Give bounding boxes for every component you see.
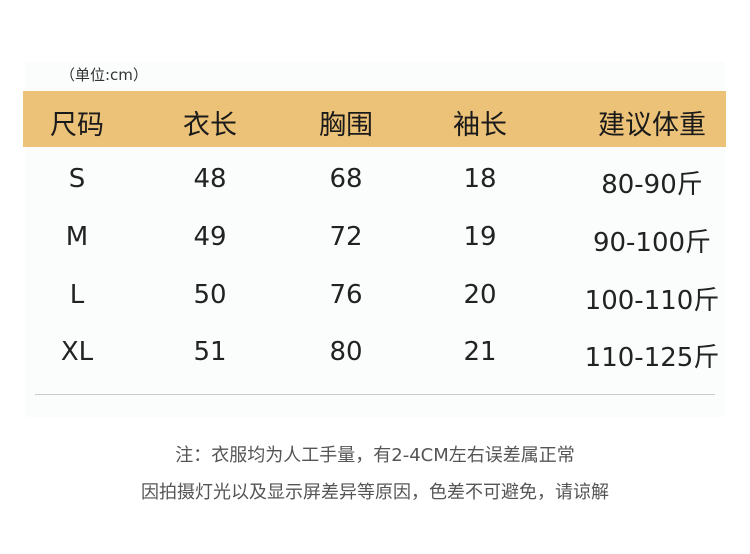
cell-length: 50 (193, 280, 227, 310)
divider (35, 394, 715, 395)
cell-length: 51 (193, 337, 227, 367)
cell-weight: 110-125斤 (584, 343, 720, 373)
note-color-difference: 因拍摄灯光以及显示屏差异等原因，色差不可避免，请谅解 (141, 482, 609, 503)
cell-sleeve: 21 (463, 337, 497, 367)
cell-size: XL (60, 337, 94, 367)
header-size: 尺码 (50, 110, 104, 141)
cell-length: 49 (193, 222, 227, 252)
cell-size: S (68, 164, 86, 194)
header-weight: 建议体重 (598, 110, 706, 141)
cell-chest: 68 (329, 164, 363, 194)
header-sleeve: 袖长 (453, 110, 507, 141)
cell-weight: 80-90斤 (601, 170, 703, 200)
note-measurement: 注：衣服均为人工手量，有2-4CM左右误差属正常 (175, 445, 575, 466)
cell-chest: 76 (329, 280, 363, 310)
cell-size: L (69, 280, 85, 310)
unit-label: （单位:cm） (60, 66, 148, 84)
cell-sleeve: 19 (463, 222, 497, 252)
cell-length: 48 (193, 164, 227, 194)
cell-chest: 72 (329, 222, 363, 252)
cell-sleeve: 18 (463, 164, 497, 194)
cell-size: M (65, 222, 89, 252)
cell-chest: 80 (329, 337, 363, 367)
cell-sleeve: 20 (463, 280, 497, 310)
table-header (23, 91, 726, 147)
cell-weight: 100-110斤 (584, 286, 720, 316)
header-chest: 胸围 (319, 110, 373, 141)
cell-weight: 90-100斤 (592, 228, 712, 258)
header-length: 衣长 (183, 110, 237, 141)
